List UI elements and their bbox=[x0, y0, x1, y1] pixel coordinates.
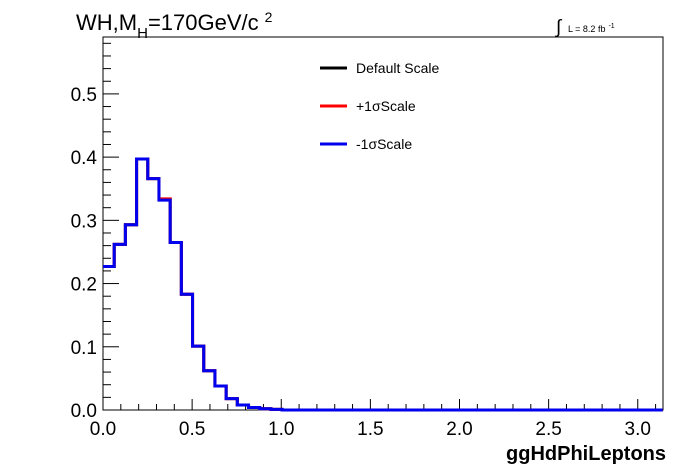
legend-label: +1σScale bbox=[356, 98, 416, 114]
y-tick-label: 0.1 bbox=[71, 338, 97, 359]
series-layer bbox=[103, 157, 663, 412]
integral-sign: ∫ bbox=[555, 17, 563, 38]
series-line-2 bbox=[103, 157, 663, 412]
x-tick-label: 2.5 bbox=[535, 419, 561, 440]
x-tick-label: 0.0 bbox=[90, 419, 116, 440]
y-tick-label: 0.5 bbox=[71, 85, 97, 106]
legend: Default Scale +1σScale -1σScale bbox=[320, 60, 439, 152]
legend-label: -1σScale bbox=[356, 136, 412, 152]
x-axis: 0.0 0.5 1.0 1.5 2.0 2.5 3.0 bbox=[90, 399, 657, 440]
y-axis: 0.0 0.1 0.2 0.3 0.4 0.5 bbox=[71, 42, 119, 422]
x-tick-label: 3.0 bbox=[625, 419, 651, 440]
x-tick-label: 1.0 bbox=[268, 419, 294, 440]
y-tick-label: 0.2 bbox=[71, 275, 97, 296]
x-tick-label: 2.0 bbox=[446, 419, 472, 440]
y-tick-label: 0.4 bbox=[71, 148, 98, 169]
y-tick-label: 0.0 bbox=[71, 401, 97, 422]
x-axis-title: ggHdPhiLeptons bbox=[506, 443, 666, 465]
chart-title: WH,MH=170GeV/c 2 bbox=[76, 9, 273, 42]
x-tick-label: 0.5 bbox=[179, 419, 205, 440]
y-tick-label: 0.3 bbox=[71, 211, 97, 232]
x-tick-label: 1.5 bbox=[357, 419, 383, 440]
luminosity-label: ∫ L = 8.2 fb -1 bbox=[555, 17, 615, 38]
legend-label: Default Scale bbox=[356, 60, 439, 76]
svg-text:L = 8.2 fb-1: L = 8.2 fb -1 bbox=[568, 23, 615, 34]
